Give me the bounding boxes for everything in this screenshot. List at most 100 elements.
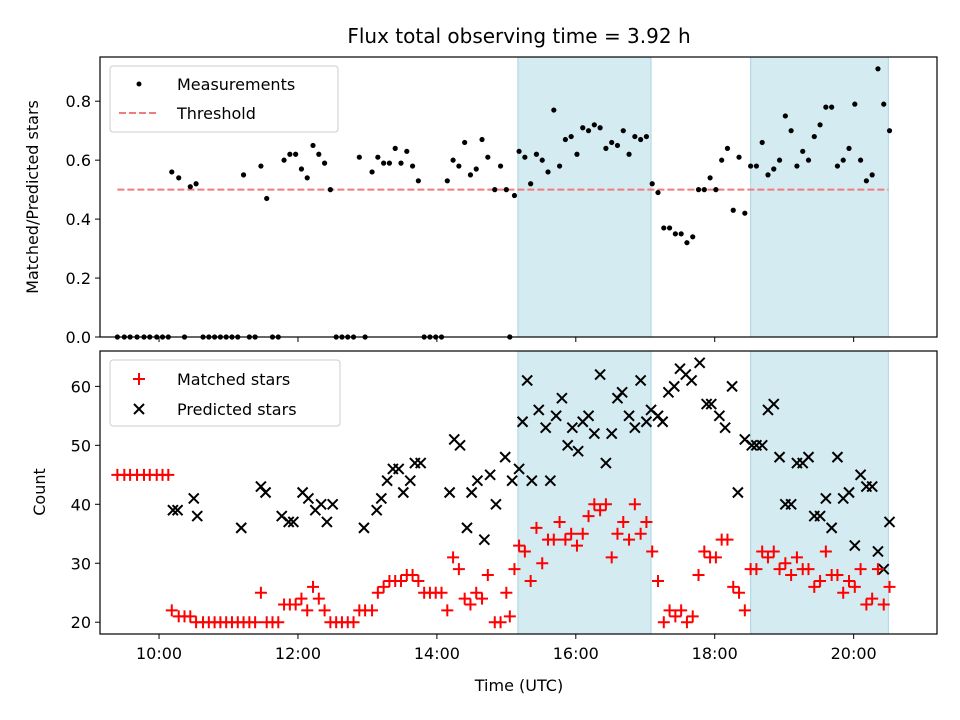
predicted-star-point xyxy=(326,498,339,510)
measurement-point xyxy=(381,160,387,166)
measurement-point xyxy=(730,207,736,213)
measurement-point xyxy=(386,160,393,166)
matched-star-point xyxy=(184,610,197,623)
predicted-star-point xyxy=(188,492,200,505)
measurement-point xyxy=(614,142,621,149)
matched-star-point xyxy=(773,563,786,576)
measurement-point xyxy=(736,154,742,160)
matched-star-point xyxy=(848,580,861,593)
measurement-point xyxy=(281,157,287,163)
measurement-point xyxy=(620,128,626,134)
matched-star-point xyxy=(412,574,425,587)
matched-star-point xyxy=(307,580,320,593)
predicted-star-point xyxy=(693,357,706,369)
measurement-point xyxy=(591,122,597,128)
measurement-point xyxy=(603,145,609,151)
matched-star-point xyxy=(494,616,507,629)
legend-matched-marker xyxy=(133,373,145,385)
matched-star-point xyxy=(588,498,601,511)
matched-star-point xyxy=(767,545,780,558)
predicted-star-point xyxy=(713,410,726,422)
measurement-point xyxy=(713,187,719,193)
measurement-point xyxy=(724,145,731,151)
matched-star-point xyxy=(570,539,583,552)
matched-star-point xyxy=(394,574,407,587)
predicted-star-point xyxy=(623,410,635,422)
top-plot-frame xyxy=(99,56,938,338)
top-legend-box xyxy=(109,65,339,133)
measurement-point xyxy=(467,172,474,178)
predicted-star-point xyxy=(404,475,416,487)
matched-star-point xyxy=(866,592,879,605)
matched-star-point xyxy=(447,551,460,564)
predicted-star-point xyxy=(629,421,641,434)
measurement-point xyxy=(869,172,875,178)
predicted-star-point xyxy=(392,463,405,475)
matched-star-point xyxy=(652,574,664,587)
measurement-point xyxy=(444,178,450,184)
predicted-star-point xyxy=(668,380,680,393)
measurement-point xyxy=(585,128,592,134)
measurement-point xyxy=(649,181,655,187)
predicted-star-point xyxy=(544,475,557,487)
measurement-point xyxy=(193,181,199,187)
predicted-star-point xyxy=(321,516,333,528)
bottom-y-axis: 20 30 40 50 60 xyxy=(71,377,100,632)
matched-star-point xyxy=(547,533,560,546)
measurement-point xyxy=(817,122,823,128)
measurement-point xyxy=(782,113,788,119)
predicted-star-point xyxy=(171,504,184,516)
bottom-x-axis: 10:00 12:00 14:00 16:00 18:00 20:00 xyxy=(136,634,877,663)
matched-star-point xyxy=(470,586,483,599)
predicted-star-point xyxy=(315,498,327,510)
bottom-shaded-intervals xyxy=(517,350,889,635)
measurement-point xyxy=(551,107,557,113)
predicted-star-point xyxy=(640,416,653,428)
matched-star-point xyxy=(663,604,676,617)
matched-star-point xyxy=(634,527,647,540)
measurement-point xyxy=(707,175,713,181)
matched-star-point xyxy=(611,527,624,540)
measurement-point xyxy=(881,101,887,107)
y-tick-label: 0.0 xyxy=(66,328,91,347)
legend-predicted-marker xyxy=(133,403,145,415)
predicted-star-point xyxy=(634,374,647,387)
predicted-star-point xyxy=(572,445,584,457)
predicted-star-point xyxy=(526,475,538,487)
matched-star-point xyxy=(831,569,844,582)
predicted-star-point xyxy=(600,457,612,469)
matched-stars-points xyxy=(111,468,896,629)
predicted-star-point xyxy=(282,516,295,528)
x-tick-label: 20:00 xyxy=(831,644,877,663)
measurement-point xyxy=(404,148,410,154)
measurement-point xyxy=(805,157,812,163)
matched-star-point xyxy=(513,539,526,552)
predicted-star-point xyxy=(521,374,533,387)
x-tick-label: 16:00 xyxy=(553,644,599,663)
predicted-star-point xyxy=(358,522,370,534)
predicted-star-point xyxy=(843,486,855,499)
predicted-star-point xyxy=(854,469,867,481)
matched-star-point xyxy=(837,586,850,599)
matched-star-point xyxy=(646,545,659,558)
top-panel: 0.00.20.40.60.8 Matched/Predicted stars … xyxy=(23,56,938,347)
predicted-star-point xyxy=(414,457,427,469)
matched-star-point xyxy=(871,563,884,576)
measurement-point xyxy=(684,240,690,246)
x-tick-label: 18:00 xyxy=(692,644,738,663)
matched-star-point xyxy=(576,527,589,540)
predicted-star-point xyxy=(499,451,511,463)
measurement-point xyxy=(863,178,869,184)
matched-star-point xyxy=(536,557,549,570)
matched-star-point xyxy=(582,510,595,523)
matched-star-point xyxy=(165,604,178,617)
predicted-star-point xyxy=(191,510,203,522)
measurement-point xyxy=(695,187,702,193)
measurement-point xyxy=(473,166,479,172)
measurement-point xyxy=(169,169,175,175)
top-y-axis-label: Matched/Predicted stars xyxy=(23,100,42,294)
matched-star-point xyxy=(441,604,454,617)
matched-star-point xyxy=(464,598,477,611)
matched-star-point xyxy=(500,586,513,599)
measurement-point xyxy=(840,157,846,163)
